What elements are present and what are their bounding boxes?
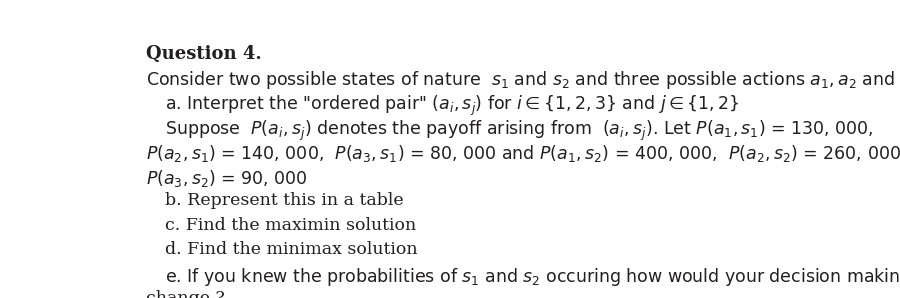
Text: $P(a_3, s_2)$ = 90, 000: $P(a_3, s_2)$ = 90, 000 <box>146 168 308 189</box>
Text: a. Interpret the "ordered pair" $(a_i, s_j)$ for $i \in \{1,2,3\}$ and $j \in \{: a. Interpret the "ordered pair" $(a_i, s… <box>165 94 740 118</box>
Text: Question 4.: Question 4. <box>146 45 262 63</box>
Text: d. Find the minimax solution: d. Find the minimax solution <box>165 241 418 258</box>
Text: Consider two possible states of nature  $s_1$ and $s_2$ and three possible actio: Consider two possible states of nature $… <box>146 69 900 91</box>
Text: change ?: change ? <box>146 291 225 298</box>
Text: $P(a_2, s_1)$ = 140, 000,  $P(a_3, s_1)$ = 80, 000 and $P(a_1, s_2)$ = 400, 000,: $P(a_2, s_1)$ = 140, 000, $P(a_3, s_1)$ … <box>146 143 900 164</box>
Text: c. Find the maximin solution: c. Find the maximin solution <box>165 217 416 234</box>
Text: Suppose  $P(a_i, s_j)$ denotes the payoff arising from  $(a_i, s_j)$. Let $P(a_1: Suppose $P(a_i, s_j)$ denotes the payoff… <box>165 119 874 143</box>
Text: e. If you knew the probabilities of $s_1$ and $s_2$ occuring how would your deci: e. If you knew the probabilities of $s_1… <box>165 266 900 288</box>
Text: b. Represent this in a table: b. Represent this in a table <box>165 192 403 209</box>
